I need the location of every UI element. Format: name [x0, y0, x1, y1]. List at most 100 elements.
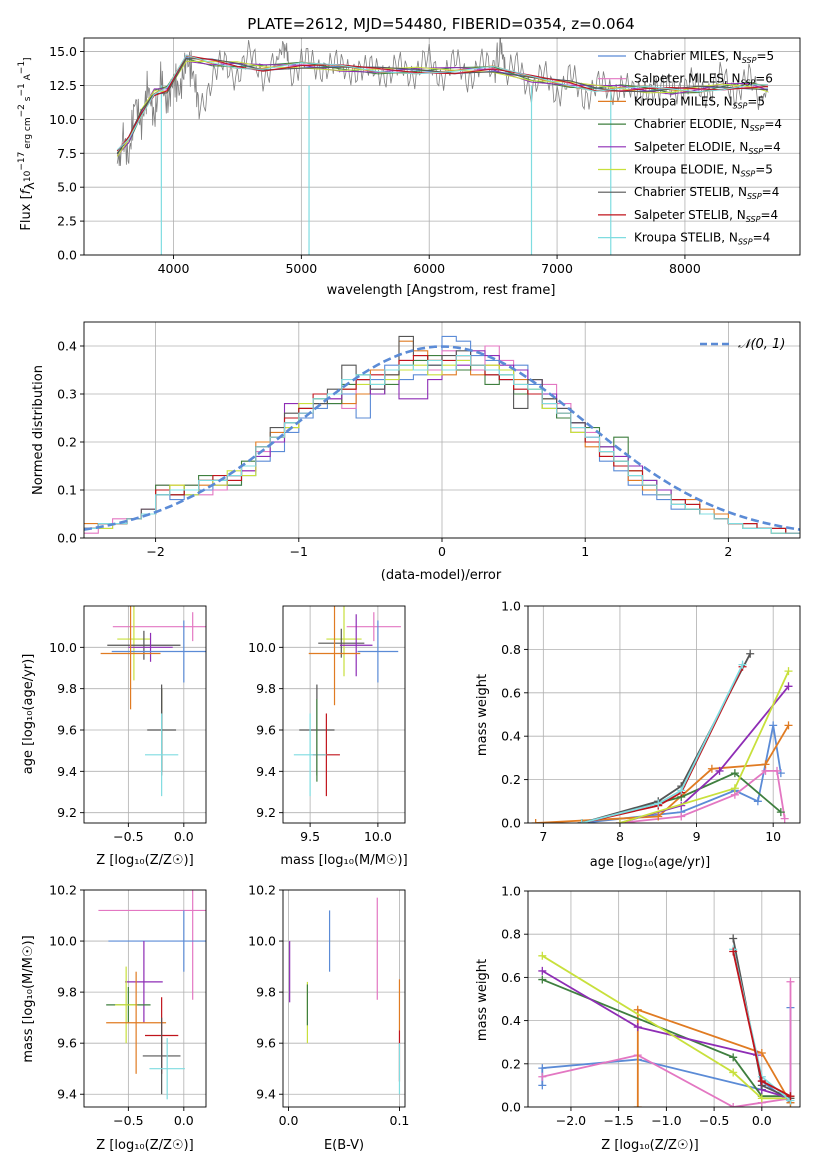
- x-tick-label: 8000: [669, 261, 701, 276]
- normal-legend-label: 𝒩(0, 1): [738, 337, 785, 352]
- age-z-xlabel: Z [log₁₀(Z/Z☉)]: [96, 853, 193, 868]
- weight-point-marker: [615, 819, 624, 823]
- model-spectrum-line: [116, 58, 769, 154]
- y-tick-label: 10.0: [49, 112, 77, 127]
- y-tick-label: 9.6: [57, 1036, 77, 1051]
- y-tick-label: 0.6: [501, 685, 521, 700]
- plot-content: [100, 606, 206, 797]
- spectrum-ylabel: Flux [fλ10−17 erg cm−2 s−1 A−1]: [17, 57, 38, 230]
- weight-point-marker: [538, 1064, 547, 1073]
- y-tick-label: 9.4: [57, 1087, 77, 1102]
- y-tick-label: 10.0: [49, 934, 77, 949]
- weight-point-marker: [784, 721, 793, 730]
- plot-content: [98, 890, 206, 1100]
- weight-point-marker: [577, 819, 586, 823]
- x-tick-label: 5000: [285, 261, 317, 276]
- weight-series-line: [619, 770, 786, 823]
- model-spectrum-line: [116, 54, 768, 151]
- weight-series-line: [542, 981, 792, 1107]
- ylabel-part: s: [23, 96, 33, 104]
- x-tick-label: 0.0: [279, 1113, 299, 1128]
- weight-point-marker: [773, 766, 782, 775]
- histogram-step-line: [84, 355, 800, 534]
- legend-label: Kroupa ELODIE, NSSP=5: [634, 163, 773, 179]
- y-tick-label: 0.8: [501, 927, 521, 942]
- spectrum-title: PLATE=2612, MJD=54480, FIBERID=0354, z=0…: [247, 15, 634, 33]
- legend-label: Salpeter STELIB, NSSP=4: [634, 208, 778, 224]
- x-tick-label: −1.0: [651, 1113, 681, 1128]
- weight-series-line: [535, 724, 790, 823]
- y-tick-label: 7.5: [57, 146, 77, 161]
- weight-point-marker: [753, 797, 762, 806]
- age-z-ylabel: age [log₁₀(age/yr)]: [21, 654, 36, 775]
- age-z-plot-area: −0.5 0.0 9.2 9.4 9.6 9.8 10.0: [49, 605, 207, 844]
- weight-point-marker: [730, 769, 739, 778]
- x-tick-label: −2.0: [556, 1113, 586, 1128]
- weight-point-marker: [729, 934, 738, 943]
- age-vs-mass-panel: 9.5 10.0 9.2 9.4 9.6 9.8 10.0 mass [log₁₀(M/M☉…: [248, 605, 408, 868]
- y-tick-label: 9.6: [256, 1036, 276, 1051]
- axes-frame: [527, 890, 801, 1108]
- x-tick-label: 0.1: [390, 1113, 410, 1128]
- plot-content: [84, 335, 800, 534]
- weight-age-ylabel: mass weight: [475, 674, 490, 756]
- normal-legend: 𝒩(0, 1): [700, 337, 785, 352]
- ylabel-part: A: [23, 73, 33, 83]
- model-spectrum-line: [116, 60, 769, 157]
- mass-weight-vs-metallicity-panel: −2.0 −1.5 −1.0 −0.5 0.0 0.0 0.2 0.4 0.6 0.8 1.0 Z …: [475, 884, 801, 1153]
- weight-point-marker: [538, 951, 547, 960]
- plot-content: [116, 38, 769, 255]
- y-tick-label: 0.4: [501, 1013, 521, 1028]
- weight-point-marker: [786, 1092, 795, 1101]
- mass-z-xlabel: Z [log₁₀(Z/Z☉)]: [96, 1138, 193, 1153]
- legend-label: Chabrier STELIB, NSSP=4: [634, 185, 779, 201]
- mass-weight-vs-age-panel: 7 8 9 10 0.0 0.2 0.4 0.6 0.8 1.0 age [log₁₀(age/y…: [475, 599, 801, 870]
- y-tick-label: 2.5: [57, 214, 77, 229]
- x-tick-label: −0.5: [699, 1113, 729, 1128]
- axes-frame: [83, 889, 207, 1108]
- y-tick-label: 0.6: [501, 970, 521, 985]
- y-tick-label: 10.0: [248, 640, 276, 655]
- weight-age-plot-area: 7 8 9 10 0.0 0.2 0.4 0.6 0.8 1.0: [501, 599, 801, 844]
- legend-label: Chabrier MILES, NSSP=5: [634, 49, 774, 65]
- legend-label: Kroupa STELIB, NSSP=4: [634, 231, 770, 247]
- x-tick-label: 1: [581, 544, 589, 559]
- y-tick-label: 0.4: [501, 729, 521, 744]
- y-tick-label: 9.4: [256, 1087, 276, 1102]
- mass-ebv-plot-area: 0.0 0.1 9.4 9.6 9.8 10.0 10.2: [248, 883, 409, 1129]
- weight-series-line: [581, 664, 744, 823]
- y-tick-label: 0.0: [501, 1100, 521, 1115]
- y-tick-label: 0.2: [57, 435, 77, 450]
- y-tick-label: 5.0: [57, 180, 77, 195]
- spectrum-legend: Chabrier MILES, NSSP=5 Salpeter MILES, NS…: [598, 49, 782, 247]
- y-tick-label: 1.0: [501, 884, 521, 899]
- ylabel-part: erg cm: [23, 117, 33, 151]
- ylabel-part: −17: [17, 152, 27, 171]
- ylabel-part: −2: [17, 104, 27, 117]
- weight-point-marker: [531, 819, 540, 823]
- ylabel-part: ]: [23, 57, 33, 61]
- weight-point-marker: [757, 1077, 766, 1086]
- axes-frame: [83, 37, 801, 256]
- x-tick-label: 7: [539, 829, 547, 844]
- mass-vs-ebv-panel: 0.0 0.1 9.4 9.6 9.8 10.0 10.2 E(B-V): [248, 883, 409, 1154]
- weight-series-line: [636, 1008, 792, 1107]
- mass-vs-metallicity-panel: −0.5 0.0 9.4 9.6 9.8 10.0 10.2 Z [log₁₀(Z/Z☉)]…: [21, 883, 207, 1153]
- mass-ebv-xlabel: E(B-V): [324, 1138, 364, 1153]
- residual-plot-area: −2 −1 0 1 2 0.0 0.1 0.2 0.3 0.4: [57, 321, 801, 559]
- y-tick-label: 9.6: [256, 723, 276, 738]
- mass-z-ylabel: mass [log₁₀(M/M☉)]: [21, 935, 36, 1062]
- x-tick-label: −1.5: [603, 1113, 633, 1128]
- axes-frame: [282, 889, 406, 1108]
- weight-point-marker: [784, 667, 793, 676]
- axes-frame: [83, 605, 207, 824]
- weight-z-ylabel: mass weight: [475, 959, 490, 1041]
- weight-series-line: [581, 725, 782, 823]
- model-spectrum-line: [116, 55, 769, 152]
- x-tick-label: 9: [693, 829, 701, 844]
- x-tick-label: 0.0: [752, 1113, 772, 1128]
- y-tick-label: 0.3: [57, 387, 77, 402]
- legend-label: Kroupa MILES, NSSP=5: [634, 94, 765, 110]
- mass-z-plot-area: −0.5 0.0 9.4 9.6 9.8 10.0 10.2: [49, 883, 207, 1128]
- residual-xlabel: (data-model)/error: [381, 568, 502, 583]
